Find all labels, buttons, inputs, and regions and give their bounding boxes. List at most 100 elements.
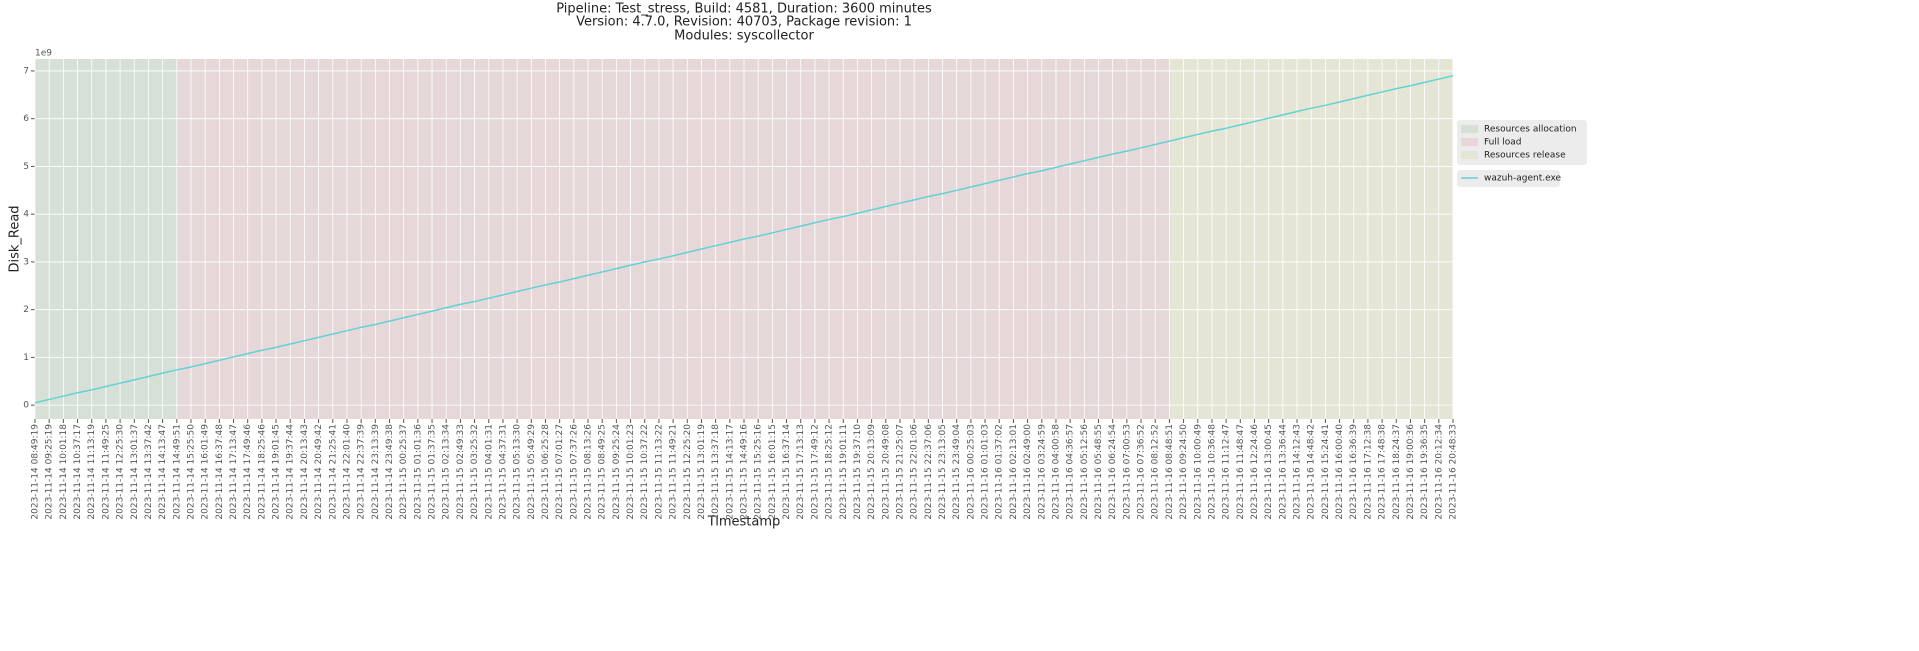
x-tick-label: 2023-11-15 10:37:22 — [640, 424, 650, 520]
x-tick-label: 2023-11-14 12:25:30 — [116, 424, 126, 520]
x-tick-label: 2023-11-16 10:36:48 — [1207, 424, 1217, 520]
x-tick-label: 2023-11-16 05:48:55 — [1094, 424, 1104, 520]
x-tick-label: 2023-11-15 12:25:20 — [683, 424, 693, 520]
legend-label: Full load — [1484, 138, 1522, 148]
x-tick-label: 2023-11-14 10:01:18 — [59, 424, 69, 520]
x-tick-label: 2023-11-16 15:24:41 — [1321, 424, 1331, 520]
legend-box — [1457, 120, 1587, 165]
chart-title: Version: 4.7.0, Revision: 40703, Package… — [576, 15, 912, 30]
x-tick-label: 2023-11-16 07:36:52 — [1137, 424, 1147, 520]
x-tick-label: 2023-11-14 11:13:19 — [87, 424, 97, 520]
legend-label: Resources release — [1484, 151, 1566, 161]
x-tick-label: 2023-11-16 20:48:33 — [1449, 424, 1459, 520]
y-tick-label: 2 — [23, 305, 29, 315]
x-tick-label: 2023-11-16 08:48:51 — [1165, 424, 1175, 520]
x-tick-label: 2023-11-16 19:36:35 — [1420, 424, 1430, 520]
x-tick-label: 2023-11-15 07:37:26 — [569, 424, 579, 520]
x-tick-label: 2023-11-16 03:24:59 — [1037, 424, 1047, 520]
x-tick-label: 2023-11-15 00:25:37 — [399, 424, 409, 520]
x-tick-label: 2023-11-15 09:25:24 — [612, 424, 622, 520]
x-tick-label: 2023-11-14 14:13:47 — [158, 424, 168, 520]
x-tick-label: 2023-11-16 12:24:46 — [1250, 424, 1260, 520]
x-tick-label: 2023-11-16 16:36:39 — [1349, 424, 1359, 520]
y-tick-label: 0 — [23, 401, 29, 411]
x-tick-label: 2023-11-15 17:13:13 — [796, 424, 806, 520]
x-tick-label: 2023-11-15 05:49:29 — [527, 424, 537, 520]
y-axis-label: Disk_Read — [8, 205, 23, 272]
x-tick-label: 2023-11-14 19:37:44 — [286, 424, 296, 520]
y-tick-label: 6 — [23, 114, 29, 124]
x-tick-label: 2023-11-15 16:37:14 — [782, 424, 792, 520]
x-tick-label: 2023-11-15 01:37:35 — [428, 424, 438, 520]
legend-box — [1457, 170, 1560, 187]
x-tick-label: 2023-11-15 23:13:05 — [938, 424, 948, 520]
y-offset-label: 1e9 — [35, 49, 52, 59]
x-tick-label: 2023-11-15 19:37:10 — [853, 424, 863, 520]
x-tick-label: 2023-11-15 02:13:34 — [442, 424, 452, 520]
x-tick-label: 2023-11-15 13:01:19 — [697, 424, 707, 520]
x-tick-label: 2023-11-16 08:12:52 — [1151, 424, 1161, 520]
line — [34, 74, 1454, 404]
x-tick-label: 2023-11-14 22:37:39 — [357, 424, 367, 520]
y-tick-label: 5 — [23, 162, 29, 172]
x-tick-label: 2023-11-16 06:24:54 — [1108, 424, 1118, 520]
x-tick-label: 2023-11-14 18:25:46 — [257, 424, 267, 520]
x-tick-label: 2023-11-16 01:37:02 — [995, 424, 1005, 520]
x-axis-label: Timestamp — [707, 515, 781, 530]
x-tick-label: 2023-11-16 14:12:43 — [1293, 424, 1303, 520]
x-tick-label: 2023-11-16 00:25:03 — [966, 424, 976, 520]
x-tick-label: 2023-11-14 16:37:48 — [215, 424, 225, 520]
x-tick-label: 2023-11-14 16:01:49 — [201, 424, 211, 520]
y-tick-label: 7 — [23, 66, 29, 76]
x-tick-label: 2023-11-15 14:13:17 — [725, 424, 735, 520]
x-tick-label: 2023-11-15 03:25:32 — [470, 424, 480, 520]
x-tick-label: 2023-11-15 04:01:31 — [484, 424, 494, 520]
x-tick-label: 2023-11-15 08:13:26 — [584, 424, 594, 520]
x-tick-label: 2023-11-15 16:01:15 — [768, 424, 778, 520]
x-tick-label: 2023-11-14 09:25:19 — [45, 424, 55, 520]
x-tick-label: 2023-11-16 10:00:49 — [1193, 424, 1203, 520]
x-tick-label: 2023-11-15 18:25:12 — [825, 424, 835, 520]
legend-swatch — [1461, 138, 1478, 146]
x-tick-label: 2023-11-15 21:25:07 — [895, 424, 905, 520]
x-tick-label: 2023-11-15 05:13:30 — [513, 424, 523, 520]
x-tick-label: 2023-11-16 18:24:37 — [1392, 424, 1402, 520]
x-tick-label: 2023-11-16 20:12:34 — [1434, 424, 1444, 520]
x-tick-label: 2023-11-15 22:01:06 — [910, 424, 920, 520]
x-tick-label: 2023-11-15 01:01:36 — [413, 424, 423, 520]
x-tick-label: 2023-11-14 17:13:47 — [229, 424, 239, 520]
x-tick-label: 2023-11-14 11:49:25 — [101, 424, 111, 520]
y-tick-label: 3 — [23, 257, 29, 267]
x-tick-label: 2023-11-16 04:36:57 — [1066, 424, 1076, 520]
x-tick-label: 2023-11-15 02:49:33 — [456, 424, 466, 520]
x-tick-label: 2023-11-14 13:37:42 — [144, 424, 154, 520]
x-tick-label: 2023-11-16 09:24:50 — [1179, 424, 1189, 520]
x-tick-label: 2023-11-16 02:13:01 — [1009, 424, 1019, 520]
x-tick-label: 2023-11-14 14:49:51 — [172, 424, 182, 520]
x-tick-label: 2023-11-16 01:01:03 — [981, 424, 991, 520]
chart-title: Pipeline: Test_stress, Build: 4581, Dura… — [556, 2, 932, 17]
x-tick-label: 2023-11-15 23:49:04 — [952, 424, 962, 520]
legend-label: wazuh-agent.exe — [1484, 174, 1562, 184]
x-tick-label: 2023-11-14 08:49:19 — [31, 424, 41, 520]
x-tick-label: 2023-11-16 02:49:00 — [1023, 424, 1033, 520]
x-tick-label: 2023-11-16 16:00:40 — [1335, 424, 1345, 520]
x-tick-label: 2023-11-15 20:13:09 — [867, 424, 877, 520]
x-tick-label: 2023-11-16 13:00:45 — [1264, 424, 1274, 520]
x-tick-label: 2023-11-14 15:25:50 — [186, 424, 196, 520]
x-tick-label: 2023-11-14 20:13:43 — [300, 424, 310, 520]
x-tick-label: 2023-11-14 19:01:45 — [272, 424, 282, 520]
x-tick-label: 2023-11-15 10:01:23 — [626, 424, 636, 520]
x-tick-label: 2023-11-14 13:01:37 — [130, 424, 140, 520]
x-tick-label: 2023-11-15 22:37:06 — [924, 424, 934, 520]
x-tick-label: 2023-11-16 05:12:56 — [1080, 424, 1090, 520]
x-tick-label: 2023-11-16 11:48:47 — [1236, 424, 1246, 520]
x-tick-label: 2023-11-16 04:00:58 — [1051, 424, 1061, 520]
x-tick-label: 2023-11-15 07:01:27 — [555, 424, 565, 520]
x-tick-label: 2023-11-14 23:49:38 — [385, 424, 395, 520]
x-tick-label: 2023-11-15 11:49:21 — [669, 424, 679, 520]
x-tick-label: 2023-11-15 19:01:11 — [839, 424, 849, 520]
x-tick-label: 2023-11-15 20:49:08 — [881, 424, 891, 520]
x-tick-label: 2023-11-16 17:12:38 — [1363, 424, 1373, 520]
